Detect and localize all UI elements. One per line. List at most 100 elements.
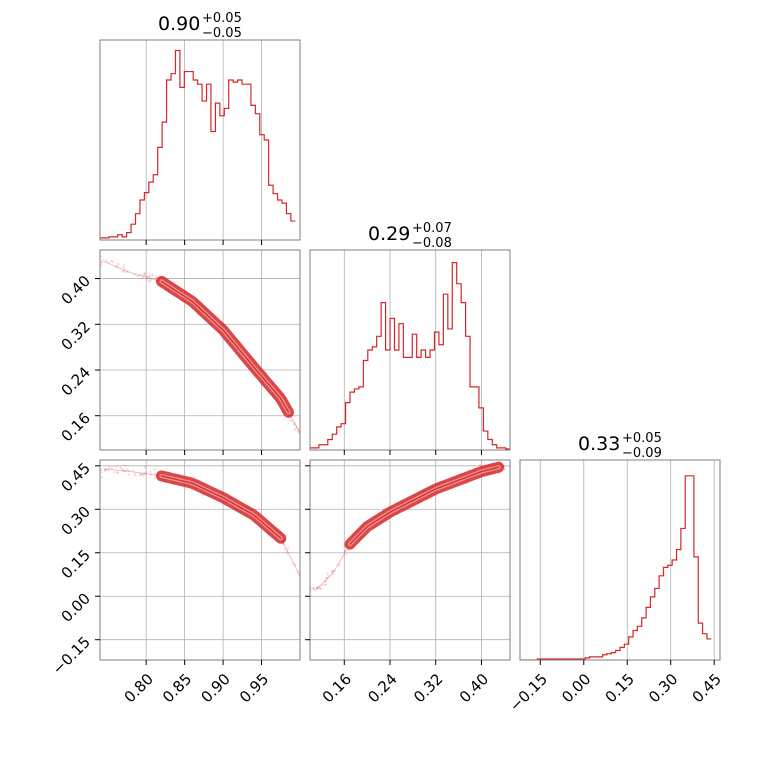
hist-bin bbox=[224, 108, 228, 240]
title-plus-error: +0.05 bbox=[622, 431, 662, 446]
hist-bin bbox=[650, 597, 654, 660]
hist-bin bbox=[399, 324, 403, 450]
density-contour-outer bbox=[156, 470, 287, 544]
x-tick-label: 0.45 bbox=[689, 670, 725, 706]
density-contour-core bbox=[349, 466, 500, 545]
hist-step-line bbox=[520, 475, 712, 660]
scatter-point bbox=[141, 277, 144, 280]
scatter-point bbox=[148, 274, 152, 277]
scatter-point bbox=[316, 586, 319, 590]
hist-bin bbox=[616, 651, 620, 660]
scatter-point bbox=[317, 585, 320, 588]
scatter-point bbox=[316, 586, 319, 590]
hist-bin bbox=[278, 200, 282, 240]
x-tick-label: 0.32 bbox=[410, 670, 446, 706]
hist-bin bbox=[136, 214, 140, 240]
hist-bin bbox=[363, 361, 367, 450]
hist-bin bbox=[470, 387, 474, 450]
panel-hist-2-2: 0.33 +0.05−0.09 −0.15 0.00 0.15 0.30 0.45 bbox=[506, 431, 725, 715]
hist-bin bbox=[193, 80, 197, 240]
panel-hist-0-0: 0.90 +0.05−0.05 bbox=[99, 11, 301, 245]
x-tick-label: 0.30 bbox=[645, 670, 681, 706]
title-plus-error: +0.07 bbox=[412, 221, 452, 236]
scatter-point bbox=[123, 268, 126, 271]
scatter-point bbox=[150, 473, 153, 476]
panel-data bbox=[100, 255, 300, 434]
hist-bin bbox=[368, 350, 372, 450]
scatter-point bbox=[286, 549, 289, 552]
hist-bin bbox=[611, 653, 615, 660]
scatter-point bbox=[126, 468, 129, 471]
scatter-point bbox=[101, 258, 104, 262]
scatter-point bbox=[125, 271, 128, 274]
scatter-point bbox=[297, 428, 300, 431]
scatter-point bbox=[321, 583, 324, 586]
scatter-point bbox=[325, 576, 328, 579]
hist-bin bbox=[681, 528, 685, 660]
hist-bin bbox=[127, 233, 131, 240]
scatter-point bbox=[110, 467, 113, 470]
hist-bin bbox=[466, 336, 470, 450]
hist-bin bbox=[246, 84, 250, 240]
scatter-point bbox=[139, 273, 142, 276]
scatter-point bbox=[294, 563, 297, 567]
hist-bin bbox=[211, 132, 215, 240]
scatter-point bbox=[319, 587, 322, 590]
hist-bin bbox=[620, 647, 624, 660]
title-minus-error: −0.05 bbox=[202, 26, 242, 41]
hist-bin bbox=[175, 51, 179, 240]
scatter-point bbox=[295, 424, 298, 428]
scatter-point bbox=[332, 573, 335, 576]
hist-bin bbox=[672, 560, 676, 660]
panel-data bbox=[520, 475, 712, 660]
panel-hist-1-1: 0.29 +0.07−0.08 bbox=[309, 221, 511, 455]
panel-title: 0.33 bbox=[578, 433, 620, 455]
hist-bin bbox=[372, 347, 376, 450]
hist-bin bbox=[215, 103, 219, 240]
hist-bin bbox=[703, 634, 707, 660]
scatter-point bbox=[143, 472, 146, 475]
scatter-point bbox=[331, 571, 334, 574]
density-contour-outer bbox=[156, 275, 294, 418]
scatter-point bbox=[154, 472, 157, 476]
hist-bin bbox=[167, 80, 171, 240]
panel-title: 0.90 bbox=[158, 13, 200, 35]
scatter-point bbox=[149, 470, 152, 473]
hist-bin bbox=[202, 101, 206, 240]
hist-bin bbox=[492, 445, 496, 450]
hist-bin bbox=[323, 445, 327, 450]
scatter-point bbox=[286, 552, 289, 555]
x-tick-label: 0.15 bbox=[602, 670, 638, 706]
hist-bin bbox=[694, 557, 698, 660]
title-plus-error: +0.05 bbox=[202, 11, 242, 26]
hist-bin bbox=[337, 427, 341, 450]
title-minus-error: −0.09 bbox=[622, 446, 662, 461]
hist-bin bbox=[140, 200, 144, 240]
hist-bin bbox=[412, 334, 416, 450]
scatter-point bbox=[107, 261, 110, 264]
scatter-point bbox=[312, 587, 315, 590]
scatter-point bbox=[324, 583, 328, 586]
hist-bin bbox=[233, 82, 237, 240]
scatter-point bbox=[312, 588, 316, 591]
x-tick-label: 0.16 bbox=[319, 670, 355, 706]
hist-bin bbox=[158, 147, 162, 240]
y-tick-label: 0.32 bbox=[58, 318, 94, 354]
scatter-point bbox=[147, 280, 151, 283]
scatter-point bbox=[295, 426, 298, 429]
hist-bin bbox=[286, 214, 290, 240]
scatter-point bbox=[343, 549, 347, 552]
panel-scatter-2-0: 0.80 0.85 0.90 0.95 0.45 0.30 0.15 0.00 −0.15 bbox=[49, 459, 301, 706]
hist-bin bbox=[282, 203, 286, 240]
scatter-point bbox=[140, 472, 143, 475]
hist-bin bbox=[448, 329, 452, 450]
panel-frame bbox=[309, 249, 511, 451]
scatter-point bbox=[115, 465, 118, 468]
panel-data bbox=[310, 262, 510, 450]
scatter-point bbox=[138, 473, 142, 477]
scatter-point bbox=[287, 547, 290, 550]
density-contour-core bbox=[160, 280, 290, 414]
hist-bin bbox=[269, 185, 273, 240]
x-tick-label: 0.80 bbox=[121, 670, 157, 706]
hist-bin bbox=[624, 644, 628, 660]
